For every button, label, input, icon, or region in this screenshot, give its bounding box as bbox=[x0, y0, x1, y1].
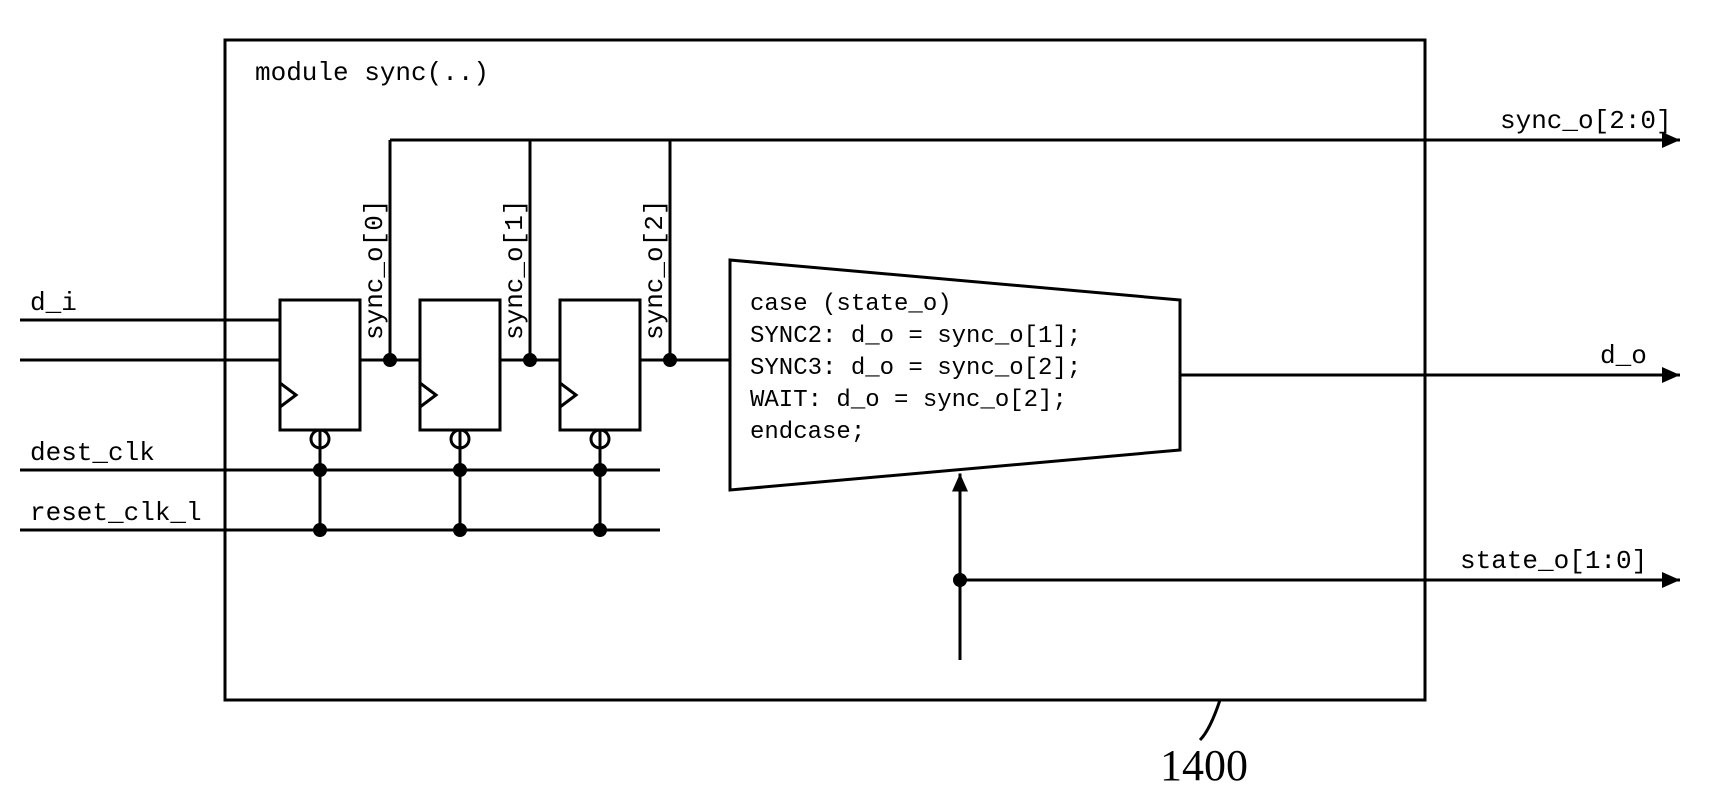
port-sync_o: sync_o[2:0] bbox=[1500, 106, 1672, 136]
port-d_i: d_i bbox=[30, 288, 77, 318]
tap-label-0: sync_o[0] bbox=[360, 200, 390, 340]
flop-1-body bbox=[420, 300, 500, 430]
port-d_o: d_o bbox=[1600, 341, 1647, 371]
mux-code-3: WAIT: d_o = sync_o[2]; bbox=[750, 387, 1067, 414]
flop-2-body bbox=[560, 300, 640, 430]
schematic-root: module sync(..) d_i dest_clk reset_clk_l syn… bbox=[0, 0, 1731, 803]
figure-number: 1400 bbox=[1160, 741, 1248, 790]
mux-code-1: SYNC2: d_o = sync_o[1]; bbox=[750, 323, 1081, 350]
mux-code-4: endcase; bbox=[750, 419, 865, 446]
mux-code-0: case (state_o) bbox=[750, 291, 952, 318]
tap-label-2: sync_o[2] bbox=[640, 200, 670, 340]
port-dest_clk: dest_clk bbox=[30, 438, 155, 468]
port-state_o: state_o[1:0] bbox=[1460, 546, 1647, 576]
flop-0-body bbox=[280, 300, 360, 430]
mux-code-2: SYNC3: d_o = sync_o[2]; bbox=[750, 355, 1081, 382]
tap-label-1: sync_o[1] bbox=[500, 200, 530, 340]
port-reset_clk_l: reset_clk_l bbox=[30, 498, 202, 528]
module-title: module sync(..) bbox=[255, 58, 489, 88]
